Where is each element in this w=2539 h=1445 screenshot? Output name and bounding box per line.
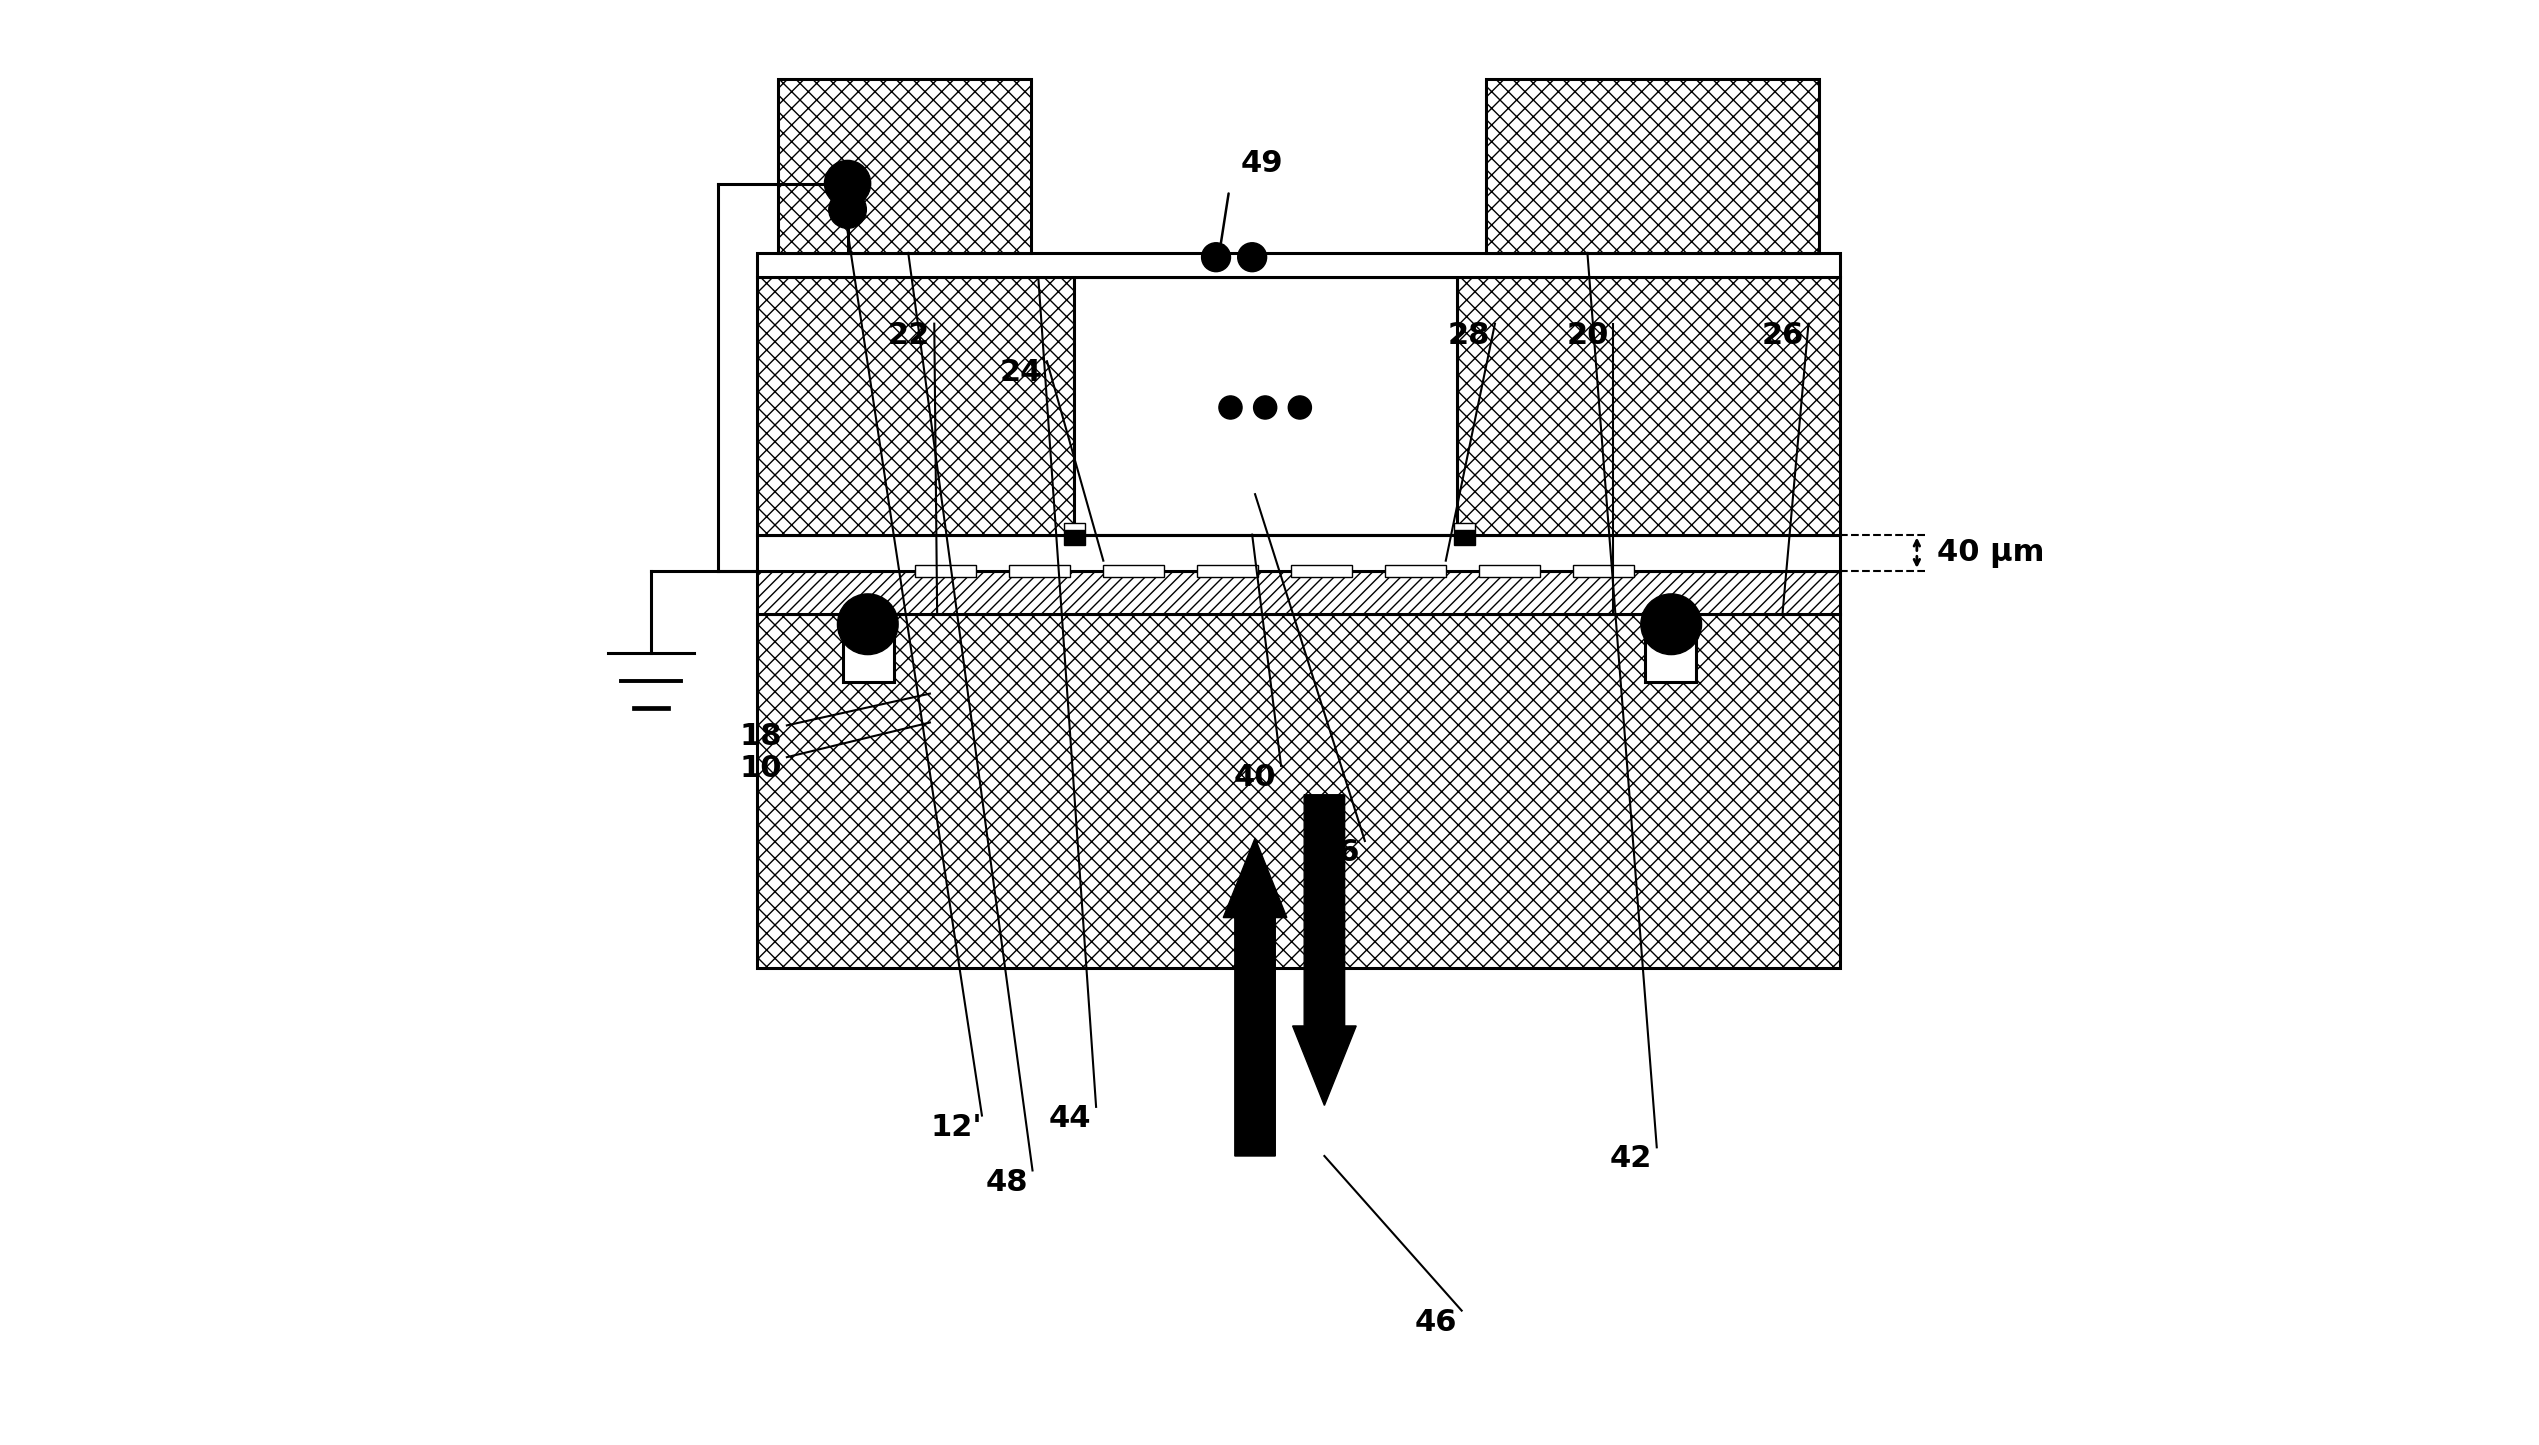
Bar bbox=[757, 614, 1841, 968]
Text: 44: 44 bbox=[1049, 1104, 1092, 1133]
Circle shape bbox=[1640, 594, 1701, 655]
Bar bbox=[1455, 530, 1475, 545]
Bar bbox=[843, 613, 894, 682]
Text: 18: 18 bbox=[739, 722, 782, 751]
Bar bbox=[1574, 565, 1633, 577]
Bar bbox=[1292, 565, 1351, 577]
Bar bbox=[757, 253, 1841, 277]
Bar bbox=[757, 535, 1841, 571]
Text: 49: 49 bbox=[1242, 149, 1285, 178]
Text: 28: 28 bbox=[1447, 321, 1490, 350]
Bar bbox=[917, 565, 975, 577]
Circle shape bbox=[825, 160, 871, 207]
Text: 40: 40 bbox=[1234, 763, 1277, 792]
Circle shape bbox=[838, 594, 899, 655]
Circle shape bbox=[1201, 243, 1231, 272]
Text: 40 μm: 40 μm bbox=[1937, 539, 2044, 568]
Bar bbox=[1011, 565, 1069, 577]
Circle shape bbox=[828, 191, 866, 228]
Bar bbox=[1198, 565, 1257, 577]
Bar bbox=[1064, 523, 1084, 530]
Text: 16: 16 bbox=[1318, 838, 1361, 867]
Bar bbox=[1074, 277, 1457, 535]
Bar bbox=[1645, 613, 1696, 682]
FancyArrow shape bbox=[1292, 795, 1356, 1105]
Text: 12': 12' bbox=[929, 1113, 983, 1142]
Text: 46: 46 bbox=[1414, 1308, 1457, 1337]
Bar bbox=[1386, 565, 1445, 577]
Text: 42: 42 bbox=[1610, 1144, 1653, 1173]
Text: 20: 20 bbox=[1567, 321, 1610, 350]
Bar bbox=[1064, 530, 1084, 545]
Text: 26: 26 bbox=[1762, 321, 1803, 350]
Bar bbox=[777, 79, 1031, 253]
Text: 24: 24 bbox=[1000, 358, 1041, 387]
Text: 10: 10 bbox=[739, 754, 782, 783]
Circle shape bbox=[1236, 243, 1267, 272]
Bar bbox=[1457, 277, 1841, 535]
Bar bbox=[1104, 565, 1163, 577]
Text: 48: 48 bbox=[985, 1168, 1028, 1196]
Circle shape bbox=[1254, 396, 1277, 419]
Circle shape bbox=[1287, 396, 1313, 419]
Bar bbox=[1480, 565, 1539, 577]
Bar bbox=[757, 277, 1074, 535]
Bar bbox=[1455, 523, 1475, 530]
Bar bbox=[757, 571, 1841, 614]
Circle shape bbox=[1219, 396, 1242, 419]
Bar bbox=[1485, 79, 1818, 253]
Text: 22: 22 bbox=[886, 321, 929, 350]
FancyArrow shape bbox=[1224, 838, 1287, 1156]
